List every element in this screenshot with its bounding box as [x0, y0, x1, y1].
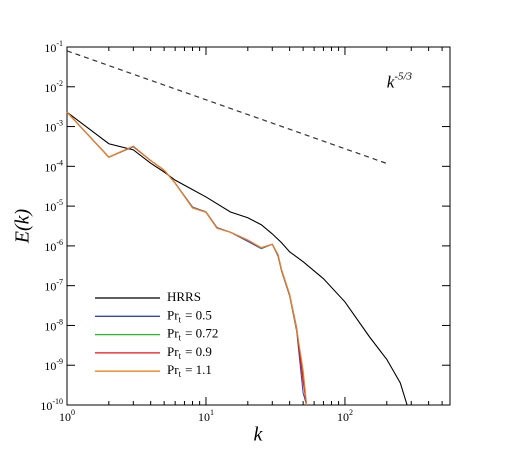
series-line: [66, 111, 308, 406]
legend-subscript: t: [179, 369, 182, 379]
legend-subscript: t: [179, 351, 182, 361]
legend-label: Prt = 0.72: [167, 326, 218, 343]
x-tick-label: 101: [198, 408, 214, 424]
legend-label: HRRS: [167, 289, 201, 304]
y-tick-label-base: 10: [44, 81, 56, 95]
reference-line: [66, 50, 387, 165]
legend-label: Prt = 0.5: [167, 307, 212, 324]
legend-name: HRRS: [167, 289, 201, 304]
y-tick-label-exponent: -2: [56, 79, 63, 88]
y-tick-label: 10-1: [44, 39, 63, 55]
y-tick-label-base: 10: [40, 399, 52, 413]
x-axis-label: k: [254, 424, 264, 446]
legend-name: Pr: [167, 344, 179, 359]
x-tick-label: 102: [337, 408, 353, 424]
y-tick-label-base: 10: [44, 240, 56, 254]
legend-label: Prt = 1.1: [167, 362, 212, 379]
plot-frame: [66, 46, 451, 406]
y-tick-label: 10-3: [44, 118, 63, 134]
legend-suffix: = 0.9: [185, 344, 212, 359]
x-tick-label: 100: [59, 408, 75, 424]
y-tick-label-base: 10: [44, 160, 56, 174]
y-tick-label: 10-5: [44, 198, 63, 214]
legend-name: Pr: [167, 307, 179, 322]
x-tick-label-exponent: 0: [71, 408, 75, 417]
x-tick-label-base: 10: [337, 410, 349, 424]
series-line: [66, 111, 308, 406]
legend-name: Pr: [167, 326, 179, 341]
x-tick-label-base: 10: [198, 410, 210, 424]
y-tick-label-base: 10: [44, 279, 56, 293]
y-tick-label-base: 10: [44, 41, 56, 55]
y-tick-label: 10-8: [44, 317, 63, 333]
y-tick-label: 10-4: [44, 158, 63, 174]
x-tick-label-exponent: 2: [349, 408, 353, 417]
annotation: k-5/3: [387, 70, 413, 91]
y-tick-label-exponent: -3: [56, 118, 63, 127]
y-tick-label-exponent: -4: [56, 158, 63, 167]
y-tick-label-base: 10: [44, 120, 56, 134]
y-tick-label-base: 10: [44, 200, 56, 214]
x-tick-label-base: 10: [59, 410, 71, 424]
legend-name: Pr: [167, 362, 179, 377]
y-tick-label-exponent: -5: [56, 198, 63, 207]
y-tick-label-base: 10: [44, 359, 56, 373]
legend-subscript: t: [179, 314, 182, 324]
legend-subscript: t: [179, 333, 182, 343]
y-tick-label-exponent: -7: [56, 277, 63, 286]
y-tick-label: 10-7: [44, 277, 63, 293]
series-line: [66, 111, 308, 406]
y-tick-label-base: 10: [44, 319, 56, 333]
y-tick-label-exponent: -8: [56, 317, 63, 326]
legend-suffix: = 0.72: [185, 326, 218, 341]
series-line: [66, 111, 408, 406]
legend-label: Prt = 0.9: [167, 344, 212, 361]
y-axis-label: E(k): [12, 208, 34, 244]
y-tick-label: 10-10: [40, 397, 63, 413]
annotation-base: k: [387, 73, 395, 92]
y-tick-label: 10-6: [44, 238, 63, 254]
legend-suffix: = 0.5: [185, 307, 212, 322]
y-tick-label: 10-9: [44, 357, 63, 373]
y-tick-label-exponent: -1: [56, 39, 63, 48]
legend-suffix: = 1.1: [185, 362, 212, 377]
y-tick-label: 10-2: [44, 79, 63, 95]
x-tick-label-exponent: 1: [210, 408, 214, 417]
y-tick-label-exponent: -10: [52, 397, 63, 406]
y-tick-label-exponent: -6: [56, 238, 63, 247]
series-line: [66, 111, 308, 406]
y-tick-label-exponent: -9: [56, 357, 63, 366]
annotation-exponent: -5/3: [394, 70, 412, 82]
